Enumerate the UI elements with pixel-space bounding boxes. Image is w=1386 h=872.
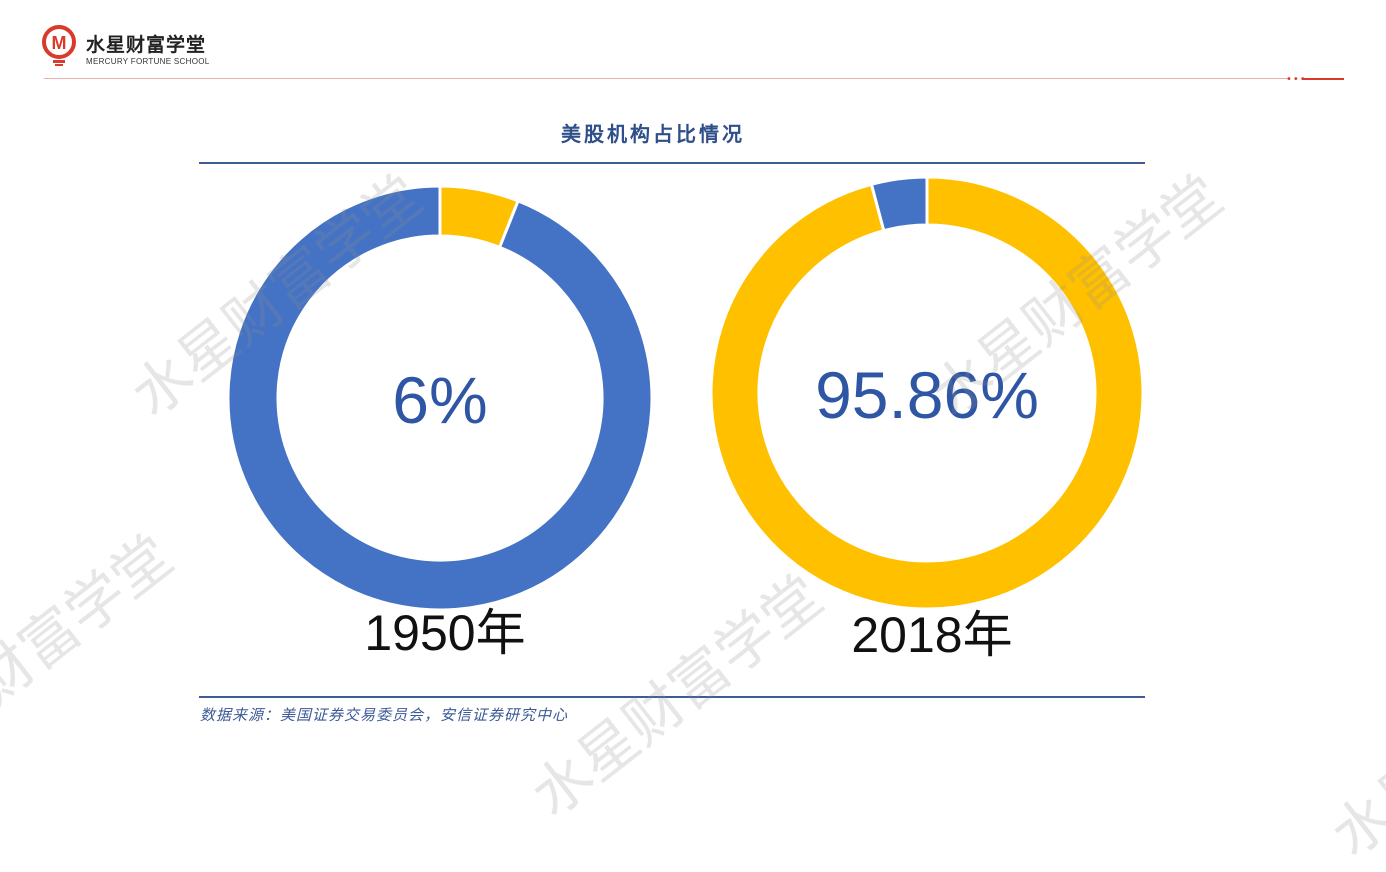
logo-letter: M xyxy=(52,33,67,53)
donut-charts: 6% 1950年 95.86% 2018年 xyxy=(226,175,1145,663)
brand-name-cn: 水星财富学堂 xyxy=(86,34,207,56)
donut-0-slice-1 xyxy=(226,184,654,612)
header-accent-line xyxy=(1302,78,1344,80)
title-rule xyxy=(199,162,1145,164)
brand-name-en: MERCURY FORTUNE SCHOOL xyxy=(86,57,210,66)
mercury-logo-icon: M xyxy=(42,25,76,66)
donut-0-center-label: 6% xyxy=(392,363,487,437)
donut-0-year-label: 1950年 xyxy=(364,605,525,661)
header: M 水星财富学堂 MERCURY FORTUNE SCHOOL ••• xyxy=(40,24,1346,85)
data-source: 数据来源：美国证券交易委员会，安信证券研究中心 xyxy=(200,706,569,724)
donut-1-slice-0 xyxy=(709,175,1145,611)
donut-1-slice-1 xyxy=(869,175,929,233)
chart-title: 美股机构占比情况 xyxy=(561,122,745,146)
header-divider xyxy=(44,78,1288,79)
header-dots: ••• xyxy=(1286,74,1307,85)
donut-1-year-label: 2018年 xyxy=(851,607,1012,663)
footer-rule xyxy=(199,696,1145,698)
donut-1-center-label: 95.86% xyxy=(815,358,1039,432)
